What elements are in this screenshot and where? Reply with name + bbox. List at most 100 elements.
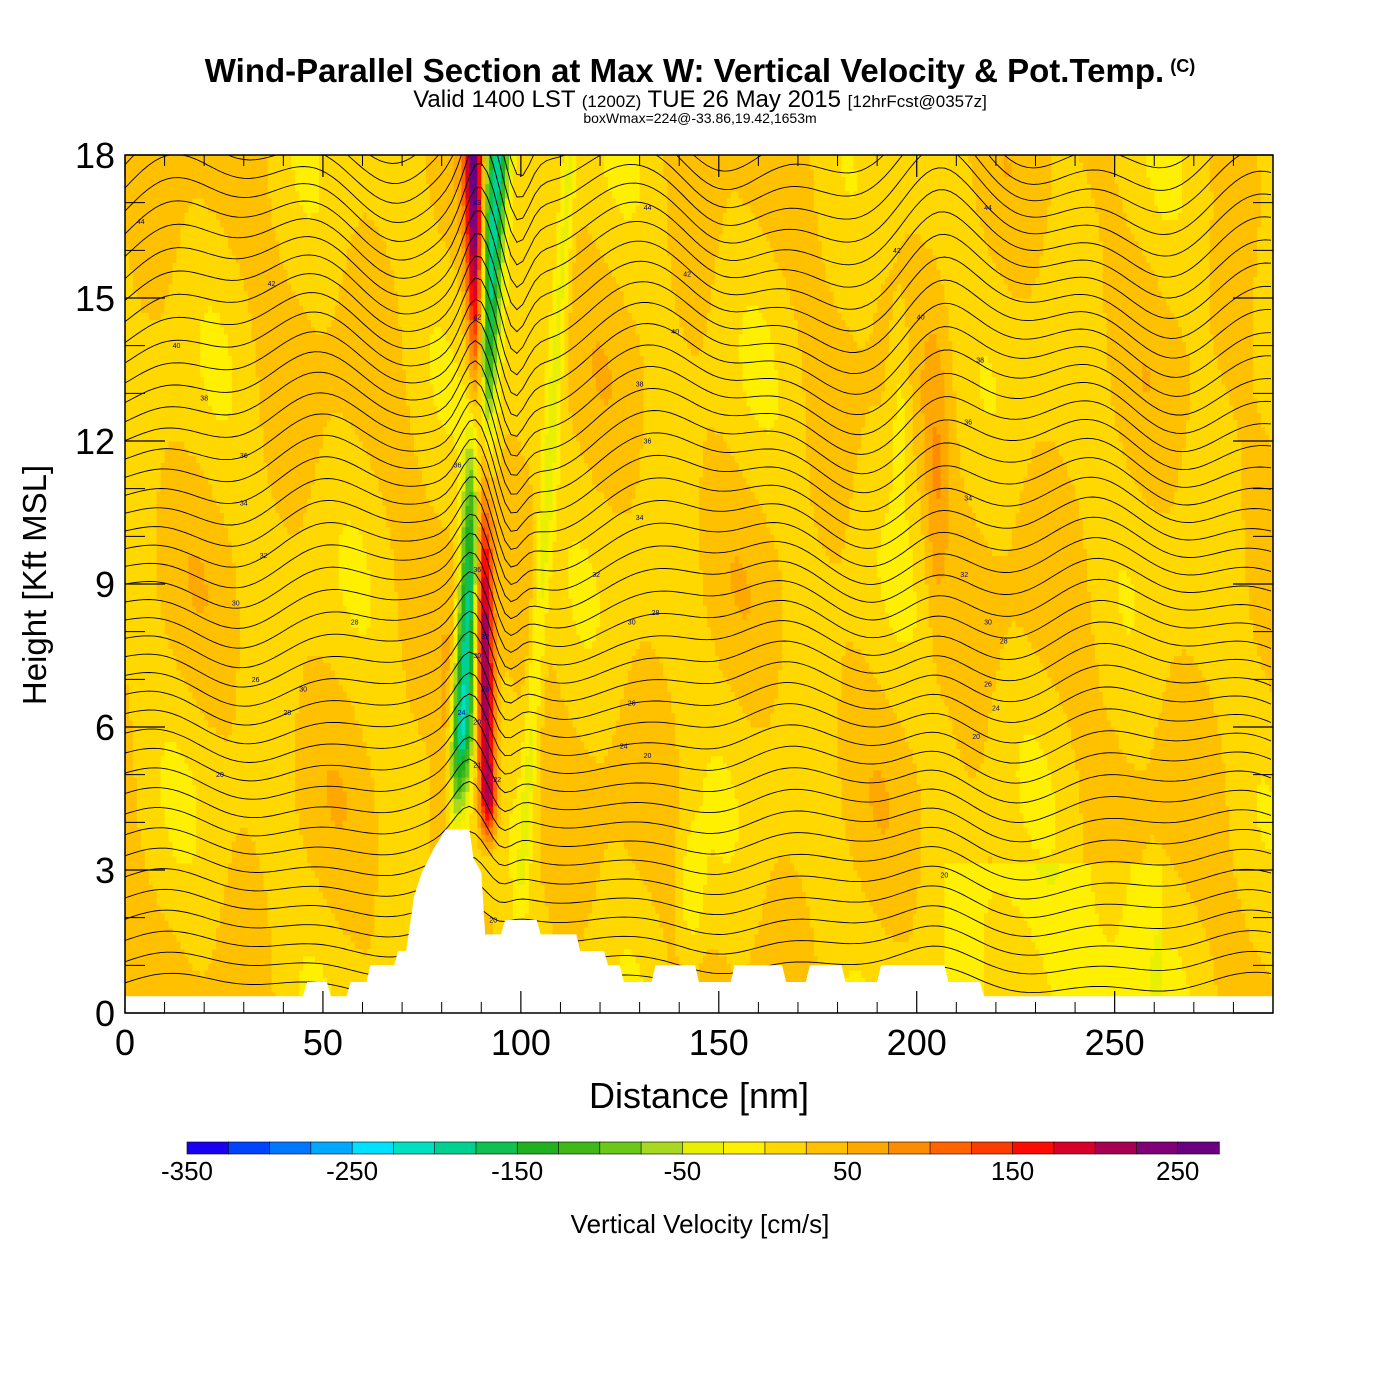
- field-cell: [168, 398, 174, 406]
- field-cell: [231, 219, 237, 228]
- field-cell: [156, 591, 162, 599]
- field-cell: [216, 619, 221, 628]
- field-cell: [176, 255, 182, 263]
- field-cell: [192, 326, 197, 335]
- field-cell: [231, 862, 237, 871]
- field-cell: [160, 912, 166, 921]
- field-cell: [168, 226, 174, 235]
- field-cell: [184, 333, 189, 342]
- field-cell: [208, 569, 213, 578]
- field-cell: [140, 498, 146, 506]
- field-cell: [212, 819, 217, 828]
- field-cell: [227, 634, 233, 642]
- field-cell: [128, 512, 134, 521]
- field-cell: [172, 905, 178, 914]
- field-cell: [231, 634, 237, 642]
- field-cell: [132, 483, 138, 492]
- field-cell: [239, 476, 245, 485]
- field-cell: [271, 834, 277, 842]
- field-cell: [267, 641, 273, 649]
- field-cell: [204, 255, 209, 263]
- field-cell: [271, 483, 277, 492]
- field-cell: [227, 984, 233, 993]
- field-cell: [220, 212, 225, 220]
- field-cell: [255, 812, 261, 821]
- field-cell: [140, 777, 146, 785]
- field-cell: [271, 762, 277, 771]
- field-cell: [156, 519, 162, 528]
- field-cell: [192, 340, 197, 349]
- field-cell: [148, 569, 154, 578]
- field-cell: [271, 605, 277, 614]
- field-cell: [125, 333, 130, 342]
- field-cell: [132, 169, 138, 178]
- field-cell: [176, 912, 182, 921]
- field-cell: [212, 348, 217, 356]
- field-cell: [271, 176, 277, 185]
- field-cell: [216, 276, 221, 285]
- field-cell: [172, 955, 178, 964]
- field-cell: [192, 576, 197, 585]
- field-cell: [259, 862, 265, 871]
- field-cell: [263, 962, 269, 971]
- field-cell: [259, 626, 265, 635]
- field-cell: [247, 155, 253, 163]
- field-cell: [275, 541, 280, 549]
- field-cell: [164, 491, 170, 499]
- field-cell: [239, 712, 245, 721]
- field-cell: [208, 512, 213, 521]
- field-cell: [243, 834, 249, 842]
- field-cell: [156, 298, 162, 306]
- field-cell: [220, 355, 225, 363]
- field-cell: [132, 569, 138, 578]
- field-cell: [220, 605, 225, 614]
- field-cell: [275, 326, 280, 335]
- field-cell: [259, 576, 265, 585]
- field-cell: [188, 276, 193, 285]
- field-cell: [287, 769, 292, 778]
- field-cell: [196, 390, 201, 399]
- field-cell: [271, 419, 277, 428]
- field-cell: [148, 762, 154, 771]
- field-cell: [140, 812, 146, 821]
- field-cell: [168, 827, 174, 835]
- field-cell: [212, 383, 217, 392]
- field-cell: [204, 848, 209, 857]
- field-cell: [188, 719, 193, 728]
- field-cell: [235, 855, 241, 864]
- field-cell: [287, 912, 292, 921]
- field-cell: [156, 605, 162, 614]
- field-cell: [251, 262, 257, 270]
- field-cell: [263, 955, 269, 964]
- field-cell: [279, 970, 284, 978]
- field-cell: [247, 727, 253, 735]
- field-cell: [255, 312, 261, 321]
- field-cell: [267, 555, 273, 564]
- field-cell: [227, 798, 233, 807]
- field-cell: [243, 605, 249, 614]
- field-cell: [196, 905, 201, 914]
- field-cell: [231, 426, 237, 435]
- field-cell: [271, 469, 277, 478]
- field-cell: [152, 977, 158, 985]
- field-cell: [216, 669, 221, 678]
- field-cell: [136, 462, 142, 471]
- field-cell: [132, 905, 138, 914]
- field-cell: [125, 305, 130, 313]
- field-cell: [231, 405, 237, 413]
- field-cell: [125, 255, 130, 263]
- field-cell: [271, 355, 277, 363]
- field-cell: [196, 741, 201, 750]
- field-cell: [196, 970, 201, 978]
- field-cell: [208, 555, 213, 564]
- field-cell: [204, 798, 209, 807]
- field-cell: [200, 955, 205, 964]
- field-cell: [204, 912, 209, 921]
- field-cell: [180, 684, 185, 692]
- field-cell: [212, 233, 217, 242]
- field-cell: [172, 247, 178, 256]
- field-cell: [231, 483, 237, 492]
- field-cell: [279, 483, 284, 492]
- field-cell: [275, 784, 280, 792]
- field-cell: [180, 648, 185, 657]
